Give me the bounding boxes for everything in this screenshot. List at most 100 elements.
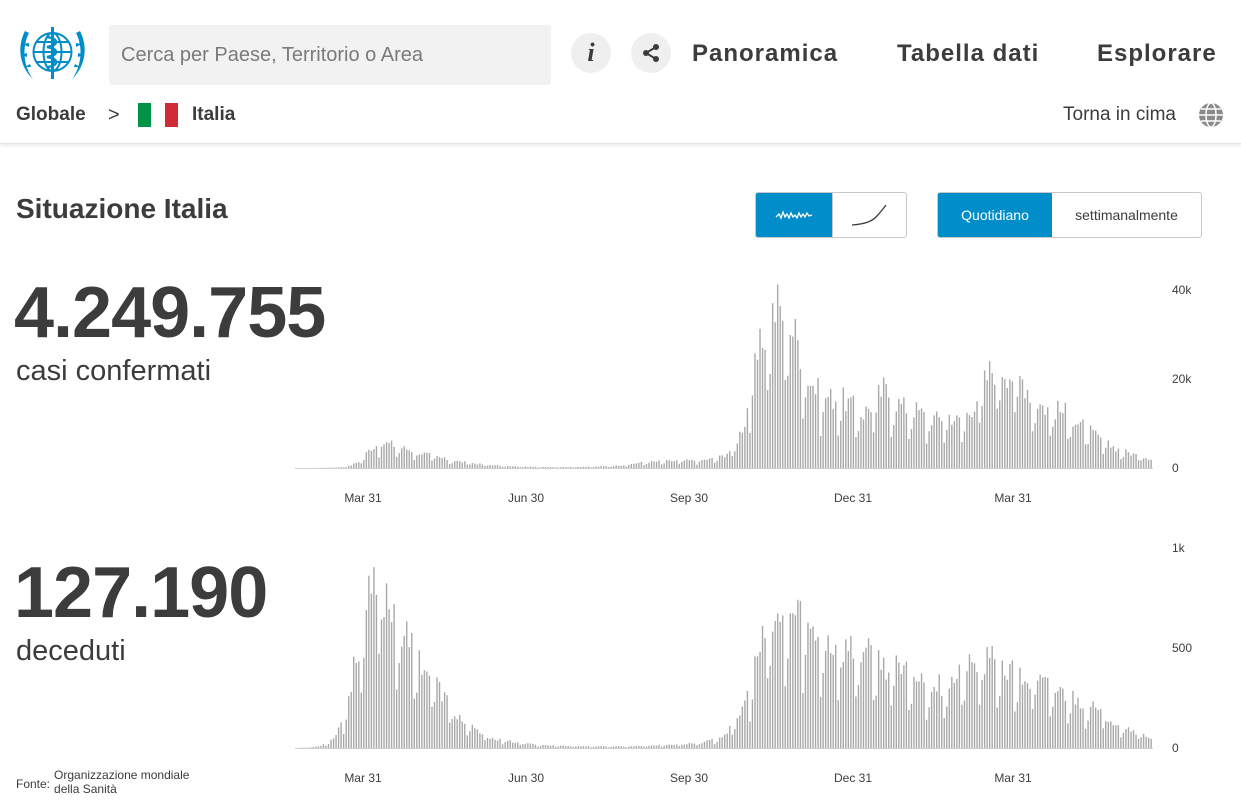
chevron-right-icon: > (108, 104, 120, 126)
chart-bar (797, 340, 799, 468)
chart-bar (433, 458, 436, 468)
chart-bar (1052, 706, 1054, 748)
chart-bar (764, 638, 766, 748)
chart-bar (484, 465, 486, 468)
chart-mode-toggle (755, 192, 907, 238)
chart-bar (779, 305, 781, 468)
chart-bar (451, 719, 453, 748)
chart-bar (893, 685, 895, 748)
chart-bar (448, 464, 451, 468)
chart-bar (1074, 704, 1077, 748)
daily-period-button[interactable]: Quotidiano (938, 193, 1052, 237)
chart-bar (529, 466, 532, 468)
chart-bar (903, 665, 905, 748)
chart-bar (688, 460, 691, 468)
chart-bar (842, 661, 844, 748)
chart-bar (847, 398, 850, 468)
flag-stripe-red (164, 103, 178, 127)
chart-bar (481, 734, 484, 748)
chart-bar (552, 467, 554, 468)
chart-bar (918, 681, 920, 748)
chart-bar (1069, 713, 1072, 748)
chart-bar (807, 385, 809, 468)
chart-bar (484, 740, 486, 748)
chart-bar (506, 740, 509, 748)
chart-bar (1079, 708, 1082, 748)
chart-bar (481, 464, 484, 468)
source-prefix: Fonte: (16, 777, 51, 791)
chart-bar (1014, 711, 1016, 748)
chart-bar (355, 662, 357, 748)
chart-bar (464, 723, 466, 748)
chart-bar (469, 731, 471, 748)
breadcrumb-globale[interactable]: Globale (16, 104, 86, 125)
chart-bar (880, 396, 882, 468)
chart-bar (443, 457, 446, 468)
chart-bar (724, 457, 726, 468)
chart-bar (1009, 379, 1011, 468)
chart-bar (653, 461, 655, 468)
cumulative-curve-icon (852, 204, 887, 226)
chart-bar (1127, 452, 1130, 468)
chart-bar (587, 466, 590, 468)
chart-bar (562, 745, 564, 748)
chart-bar (607, 747, 610, 748)
chart-bar (1064, 700, 1067, 748)
y-tick-label: 1k (1172, 541, 1186, 555)
chart-bar (870, 645, 872, 748)
cases-chart: Mar 31 Jun 30 Sep 30 Dec 31 Mar 31 40k 20k 0 (295, 283, 1192, 505)
search-input[interactable] (109, 25, 551, 85)
back-to-top-link[interactable]: Torna in cima (1063, 104, 1176, 125)
cumulative-mode-button[interactable] (831, 193, 907, 237)
chart-bar (915, 402, 918, 468)
nav-panoramica[interactable]: Panoramica (692, 40, 839, 67)
chart-bar (1147, 737, 1150, 748)
chart-bar (332, 738, 335, 748)
page-title: Situazione Italia (16, 193, 228, 224)
chart-bar (734, 728, 736, 748)
nav-esplorare[interactable]: Esplorare (1097, 40, 1217, 67)
chart-bar (787, 658, 789, 748)
nav-tabella-dati[interactable]: Tabella dati (897, 40, 1040, 67)
chart-bar (469, 464, 471, 468)
chart-bar (1117, 448, 1120, 468)
chart-bar (534, 466, 537, 468)
chart-bar (625, 466, 627, 468)
chart-bar (537, 746, 539, 748)
daily-mode-button[interactable] (756, 193, 832, 237)
chart-bar (403, 446, 405, 468)
who-logo[interactable] (15, 21, 90, 87)
chart-bar (522, 744, 524, 748)
chart-bar (567, 745, 569, 748)
chart-bar (501, 744, 504, 748)
chart-bar (312, 746, 315, 748)
chart-bar (337, 727, 340, 748)
chart-bar (1084, 728, 1087, 748)
chart-bar (1016, 702, 1019, 748)
chart-bar (686, 744, 688, 748)
chart-bar (827, 396, 829, 468)
chart-bar (650, 745, 653, 748)
chart-bar (789, 613, 791, 748)
chart-bar (875, 695, 877, 748)
chart-bar (577, 746, 580, 748)
globe-icon[interactable] (1198, 102, 1224, 128)
chart-bar (426, 452, 428, 468)
chart-bar (953, 421, 956, 468)
chart-bar (880, 669, 882, 748)
chart-bar (595, 466, 597, 468)
chart-bar (610, 746, 612, 748)
chart-bar (665, 460, 668, 468)
chart-bar (592, 467, 595, 468)
chart-bar (918, 410, 920, 468)
chart-bar (819, 435, 822, 468)
share-button[interactable] (631, 33, 671, 73)
chart-bar (577, 466, 580, 468)
chart-bar (585, 746, 587, 748)
weekly-period-button[interactable]: settimanalmente (1075, 207, 1178, 223)
info-button[interactable]: i (571, 33, 611, 73)
chart-bar (736, 718, 739, 748)
chart-bar (812, 626, 814, 748)
chart-bar (1110, 721, 1112, 748)
chart-bar (494, 739, 496, 748)
